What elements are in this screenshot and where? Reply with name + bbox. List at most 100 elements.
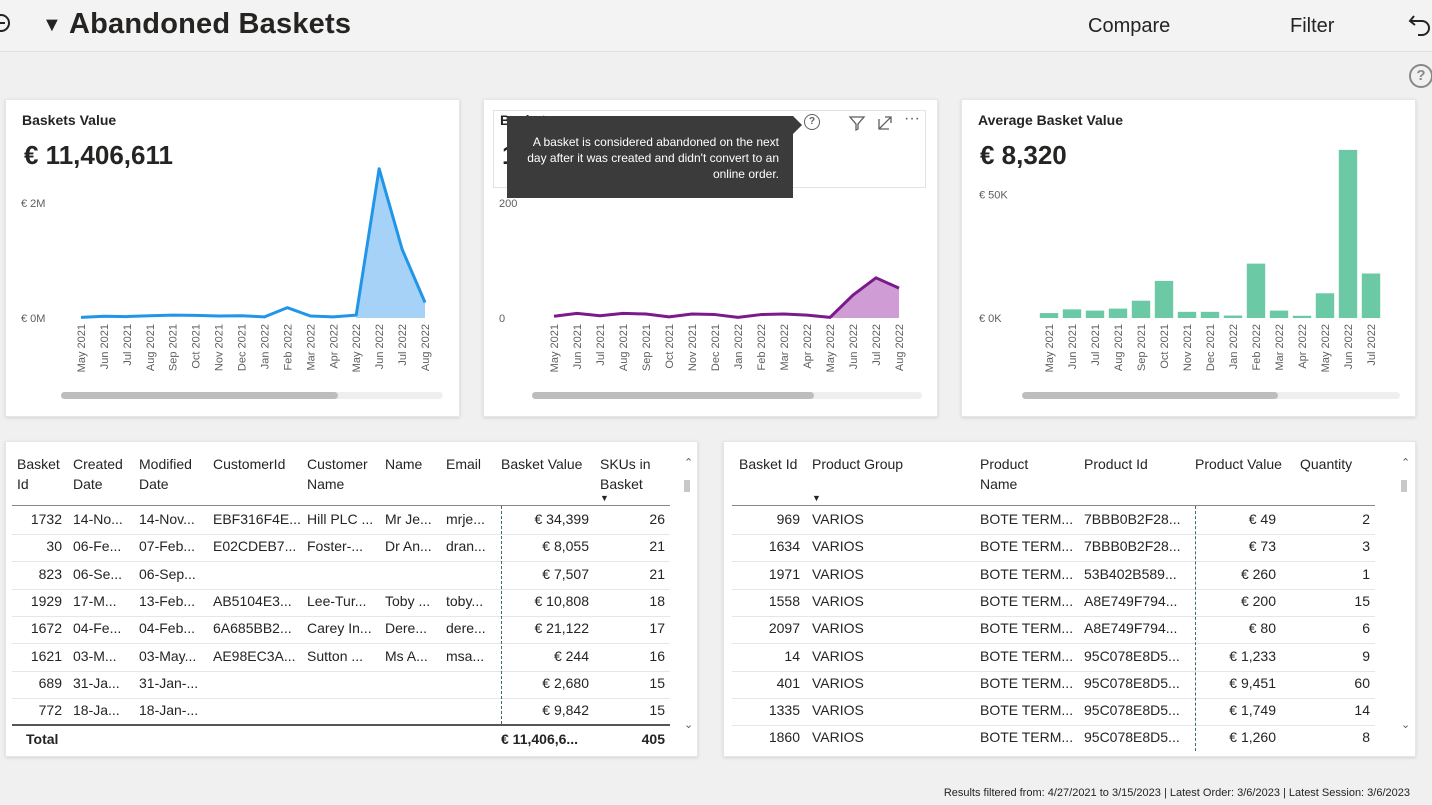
help-icon[interactable]: ? [1409, 64, 1432, 88]
column-header[interactable]: Basket Id [739, 456, 798, 472]
table-cell: BOTE TERM... [980, 538, 1074, 555]
x-tick-label: Sep 2021 [1136, 324, 1148, 371]
bar [1062, 309, 1082, 318]
column-header[interactable]: Name [385, 456, 423, 472]
column-header[interactable]: Id [17, 476, 29, 492]
x-tick-label: Dec 2021 [237, 324, 249, 371]
x-tick-label: Nov 2021 [214, 324, 226, 371]
scroll-up-icon[interactable]: ⌃ [684, 457, 694, 469]
basket-products-table: Basket Id Product Group Product Name Product… [723, 441, 1416, 757]
table-cell: 772 [38, 702, 62, 719]
x-tick-label: Jun 2022 [848, 324, 860, 369]
compare-button[interactable]: Compare [1088, 15, 1171, 37]
x-tick-label: Jul 2022 [1366, 324, 1378, 366]
more-options-icon[interactable]: ··· [904, 110, 920, 127]
table-cell: dran... [446, 538, 486, 555]
table-cell: 1860 [768, 729, 800, 746]
column-header[interactable]: Date [73, 476, 103, 492]
table-scrollbar-thumb[interactable] [1401, 480, 1407, 492]
column-header[interactable]: Basket [17, 456, 60, 472]
average-basket-value-card: Average Basket Value € 8,320 € 0K € 50K Ma… [961, 99, 1416, 417]
table-cell: 6 [1362, 620, 1370, 637]
x-tick-label: Nov 2021 [1182, 324, 1194, 371]
chart-scrollbar-thumb[interactable] [532, 392, 814, 399]
y-tick-label: 0 [499, 313, 505, 325]
chart-scrollbar-thumb[interactable] [61, 392, 338, 399]
scroll-down-icon[interactable]: ⌄ [684, 719, 694, 731]
x-tick-label: May 2021 [549, 324, 561, 372]
table-cell: € 34,399 [534, 511, 590, 527]
table-cell: 7BBB0B2F28... [1084, 511, 1181, 527]
table-cell: 30 [46, 538, 62, 555]
table-cell: dere... [446, 620, 486, 637]
row-divider [732, 670, 1375, 672]
chart-scrollbar[interactable] [532, 392, 922, 399]
tooltip-arrow [793, 116, 802, 134]
x-tick-label: Jul 2022 [871, 324, 883, 366]
column-header[interactable]: Product Group [812, 456, 904, 472]
x-tick-label: Feb 2022 [282, 324, 294, 370]
filter-icon[interactable] [848, 114, 866, 132]
row-divider [732, 534, 1375, 535]
table-cell: mrje... [446, 511, 485, 527]
y-tick-label: 200 [499, 198, 517, 210]
filter-button[interactable]: Filter [1290, 15, 1335, 37]
table-cell: BOTE TERM... [980, 565, 1074, 582]
x-tick-label: Dec 2021 [710, 324, 722, 371]
table-scrollbar-thumb[interactable] [684, 480, 690, 492]
table-cell: 95C078E8D5... [1084, 702, 1180, 719]
table-cell: EBF316F4E... [213, 511, 301, 527]
table-cell: 07-Feb... [139, 538, 196, 555]
table-cell: VARIOS [812, 592, 864, 609]
column-header[interactable]: Customer [307, 456, 368, 472]
table-cell: 18-Jan-... [139, 702, 199, 719]
basket-products-table-grid: Basket Id Product Group Product Name Product… [724, 442, 1417, 758]
column-separator [501, 506, 502, 724]
column-header[interactable]: Basket [600, 476, 643, 492]
x-tick-label: Nov 2021 [687, 324, 699, 371]
column-header[interactable]: Basket Value [501, 456, 583, 472]
x-tick-label: Aug 2021 [145, 324, 157, 371]
chart-scrollbar[interactable] [61, 392, 443, 399]
column-header[interactable]: Quantity [1300, 456, 1353, 472]
chart-scrollbar[interactable] [1022, 392, 1400, 399]
card-title: Baskets Value [22, 112, 117, 128]
column-header[interactable]: Email [446, 456, 482, 472]
column-header[interactable]: SKUs in [600, 456, 651, 472]
undo-icon[interactable] [1408, 10, 1432, 38]
info-icon[interactable]: ? [804, 114, 820, 130]
table-cell: 15 [649, 674, 665, 691]
x-tick-label: Aug 2021 [1113, 324, 1125, 371]
focus-mode-icon[interactable] [876, 114, 894, 132]
table-cell: 401 [776, 674, 800, 691]
bar [1246, 263, 1266, 318]
column-header[interactable]: Product [980, 456, 1029, 472]
column-header[interactable]: Name [307, 476, 345, 492]
chart-scrollbar-thumb[interactable] [1022, 392, 1278, 399]
column-header[interactable]: CustomerId [213, 456, 286, 472]
column-header[interactable]: Product Value [1195, 456, 1282, 472]
scroll-up-icon[interactable]: ⌃ [1401, 457, 1411, 469]
table-cell: A8E749F794... [1084, 592, 1178, 609]
filter-status-text: Results filtered from: 4/27/2021 to 3/15… [943, 787, 1410, 799]
column-separator [1195, 506, 1196, 751]
column-header[interactable]: Created [73, 456, 123, 472]
table-cell: msa... [446, 647, 485, 664]
column-header[interactable]: Name [980, 476, 1018, 492]
back-icon[interactable] [0, 14, 10, 32]
table-cell: 8 [1362, 729, 1370, 746]
table-cell: Toby ... [385, 592, 431, 609]
x-tick-label: Jun 2022 [1343, 324, 1355, 369]
column-header[interactable]: Date [139, 476, 169, 492]
table-cell: 14 [1354, 702, 1370, 719]
card-title: Average Basket Value [978, 112, 1124, 128]
x-tick-label: May 2021 [76, 324, 88, 372]
total-value: € 11,406,6... [501, 731, 579, 747]
scroll-down-icon[interactable]: ⌄ [1401, 719, 1411, 731]
column-header[interactable]: Product Id [1084, 456, 1148, 472]
caret-down-icon[interactable]: ▼ [42, 14, 62, 36]
bar [1039, 313, 1059, 318]
x-tick-label: Dec 2021 [1205, 324, 1217, 371]
column-header[interactable]: Modified [139, 456, 192, 472]
table-cell: 53B402B589... [1084, 565, 1177, 582]
